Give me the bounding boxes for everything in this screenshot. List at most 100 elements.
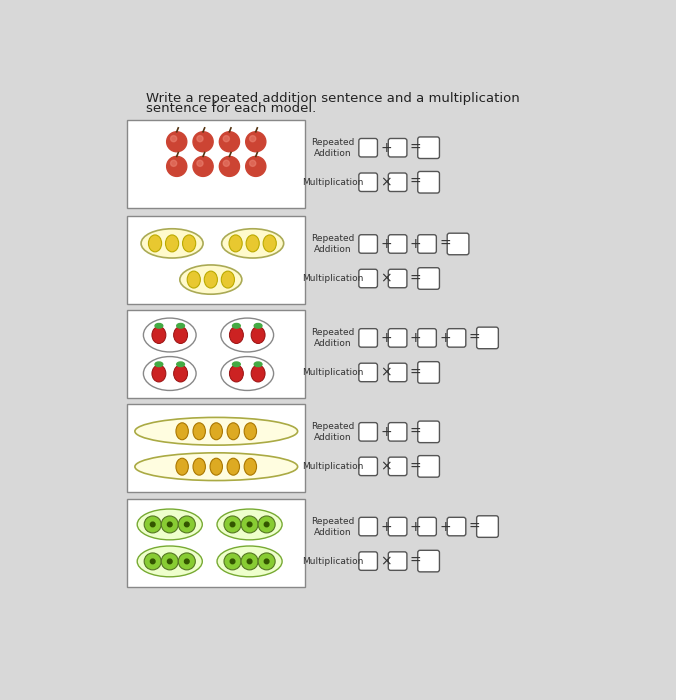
Circle shape	[170, 136, 176, 142]
Text: =: =	[410, 365, 422, 379]
Ellipse shape	[229, 235, 242, 252]
FancyBboxPatch shape	[359, 517, 377, 536]
Circle shape	[150, 522, 155, 526]
Circle shape	[185, 522, 189, 526]
Text: =: =	[410, 175, 422, 189]
Circle shape	[224, 516, 241, 533]
Circle shape	[161, 553, 178, 570]
Ellipse shape	[244, 423, 257, 440]
FancyBboxPatch shape	[418, 550, 439, 572]
Text: Write a repeated addition sentence and a multiplication: Write a repeated addition sentence and a…	[147, 92, 521, 105]
FancyBboxPatch shape	[418, 234, 436, 253]
FancyBboxPatch shape	[448, 329, 466, 347]
Bar	[127, 310, 306, 398]
Ellipse shape	[176, 423, 189, 440]
Text: Multiplication: Multiplication	[301, 462, 363, 471]
Circle shape	[249, 136, 256, 142]
FancyBboxPatch shape	[388, 517, 407, 536]
Circle shape	[241, 553, 258, 570]
Ellipse shape	[221, 356, 274, 391]
Circle shape	[224, 553, 241, 570]
Text: Repeated
Addition: Repeated Addition	[311, 138, 354, 158]
Text: =: =	[469, 331, 481, 345]
Circle shape	[258, 553, 275, 570]
Ellipse shape	[193, 458, 206, 475]
Circle shape	[245, 132, 266, 152]
FancyBboxPatch shape	[388, 552, 407, 570]
FancyBboxPatch shape	[359, 552, 377, 570]
Ellipse shape	[254, 323, 262, 328]
Text: =: =	[410, 425, 422, 439]
Ellipse shape	[229, 326, 243, 344]
Bar	[127, 120, 306, 208]
Ellipse shape	[174, 326, 187, 344]
FancyBboxPatch shape	[388, 173, 407, 192]
Circle shape	[161, 516, 178, 533]
Circle shape	[223, 136, 229, 142]
FancyBboxPatch shape	[388, 234, 407, 253]
Ellipse shape	[176, 362, 185, 367]
Text: ×: ×	[381, 175, 392, 189]
Text: =: =	[410, 141, 422, 155]
FancyBboxPatch shape	[418, 362, 439, 383]
Text: Multiplication: Multiplication	[301, 368, 363, 377]
Ellipse shape	[210, 458, 222, 475]
Circle shape	[245, 156, 266, 176]
Ellipse shape	[217, 509, 282, 540]
FancyBboxPatch shape	[359, 457, 377, 475]
Circle shape	[167, 132, 187, 152]
Circle shape	[144, 553, 161, 570]
Ellipse shape	[152, 326, 166, 344]
Text: =: =	[410, 459, 422, 473]
Ellipse shape	[227, 423, 239, 440]
Circle shape	[170, 160, 176, 167]
Circle shape	[258, 516, 275, 533]
Circle shape	[264, 559, 269, 564]
Text: Repeated
Addition: Repeated Addition	[311, 422, 354, 442]
Ellipse shape	[217, 546, 282, 577]
Circle shape	[197, 136, 203, 142]
FancyBboxPatch shape	[359, 139, 377, 157]
FancyBboxPatch shape	[388, 329, 407, 347]
Text: =: =	[469, 519, 481, 533]
Ellipse shape	[135, 417, 297, 445]
Ellipse shape	[183, 235, 196, 252]
Text: Multiplication: Multiplication	[301, 274, 363, 283]
Circle shape	[150, 559, 155, 564]
Text: ×: ×	[381, 554, 392, 568]
Ellipse shape	[263, 235, 276, 252]
Ellipse shape	[166, 235, 178, 252]
FancyBboxPatch shape	[359, 270, 377, 288]
FancyBboxPatch shape	[359, 234, 377, 253]
Ellipse shape	[251, 365, 265, 382]
FancyBboxPatch shape	[448, 233, 469, 255]
Text: Repeated
Addition: Repeated Addition	[311, 234, 354, 254]
Text: +: +	[410, 331, 422, 345]
FancyBboxPatch shape	[477, 327, 498, 349]
Circle shape	[219, 132, 239, 152]
Text: =: =	[410, 554, 422, 568]
Ellipse shape	[155, 323, 163, 328]
Ellipse shape	[254, 362, 262, 367]
Circle shape	[178, 553, 195, 570]
Ellipse shape	[176, 323, 185, 328]
Circle shape	[249, 160, 256, 167]
FancyBboxPatch shape	[418, 267, 439, 289]
Text: ×: ×	[381, 459, 392, 473]
FancyBboxPatch shape	[418, 172, 439, 193]
FancyBboxPatch shape	[388, 139, 407, 157]
Text: +: +	[381, 519, 392, 533]
Circle shape	[167, 156, 187, 176]
Circle shape	[178, 516, 195, 533]
Text: ×: ×	[381, 365, 392, 379]
Ellipse shape	[176, 458, 189, 475]
Ellipse shape	[137, 509, 202, 540]
Ellipse shape	[204, 271, 218, 288]
Ellipse shape	[210, 423, 222, 440]
Ellipse shape	[251, 326, 265, 344]
Text: ×: ×	[381, 272, 392, 286]
Text: +: +	[381, 331, 392, 345]
Bar	[127, 499, 306, 587]
FancyBboxPatch shape	[388, 270, 407, 288]
FancyBboxPatch shape	[418, 421, 439, 442]
